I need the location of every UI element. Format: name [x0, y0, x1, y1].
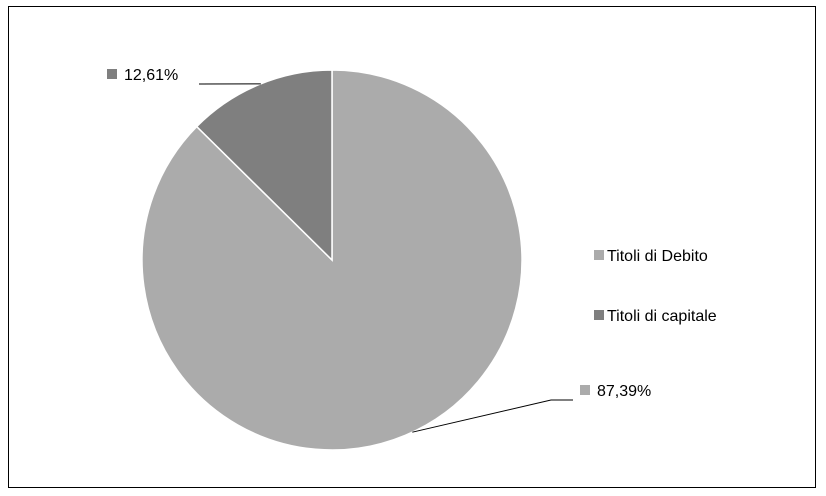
legend: Titoli di Debito Titoli di capitale [594, 248, 717, 325]
legend-item-titoli-di-debito: Titoli di Debito [594, 248, 708, 265]
pie-slice-titoli-di-capitale [195, 69, 333, 262]
legend-label-titoli-di-debito: Titoli di Debito [607, 248, 708, 265]
data-label-titoli-di-debito: 87,39% [580, 383, 651, 400]
data-label-value-titoli-di-debito: 87,39% [597, 383, 651, 400]
data-label-key-titoli-di-debito [580, 385, 590, 395]
legend-item-titoli-di-capitale: Titoli di capitale [594, 308, 717, 325]
legend-label-titoli-di-capitale: Titoli di capitale [607, 308, 717, 325]
leader-line-titoli-di-debito [412, 399, 573, 433]
data-label-key-titoli-di-capitale [107, 69, 117, 79]
data-label-value-titoli-di-capitale: 12,61% [124, 67, 178, 84]
leader-lines [198, 83, 573, 433]
data-label-titoli-di-capitale: 12,61% [107, 67, 178, 84]
pie-slices [141, 69, 523, 451]
legend-key-titoli-di-capitale [594, 310, 604, 320]
legend-key-titoli-di-debito [594, 250, 604, 260]
